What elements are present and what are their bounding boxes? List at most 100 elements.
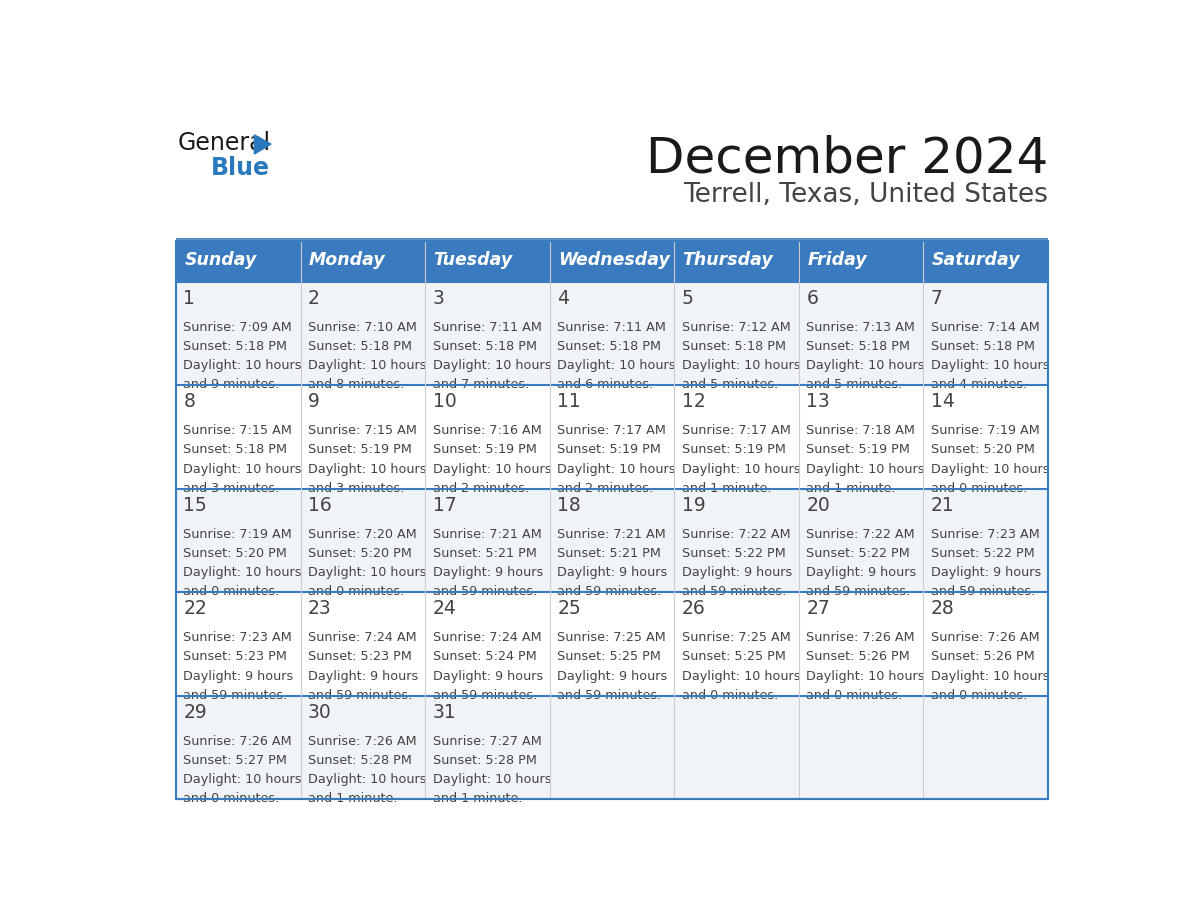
Text: 8: 8 [183, 393, 195, 411]
Text: Sunset: 5:23 PM: Sunset: 5:23 PM [183, 650, 287, 664]
Text: and 1 minute.: and 1 minute. [432, 792, 522, 805]
Text: Sunrise: 7:11 AM: Sunrise: 7:11 AM [432, 320, 542, 334]
Text: and 7 minutes.: and 7 minutes. [432, 378, 529, 391]
Text: Sunrise: 7:17 AM: Sunrise: 7:17 AM [557, 424, 666, 437]
Text: Sunrise: 7:27 AM: Sunrise: 7:27 AM [432, 734, 542, 748]
Text: and 8 minutes.: and 8 minutes. [308, 378, 404, 391]
Text: Daylight: 10 hours: Daylight: 10 hours [807, 463, 924, 476]
Text: Sunset: 5:18 PM: Sunset: 5:18 PM [931, 340, 1035, 353]
Text: Daylight: 10 hours: Daylight: 10 hours [557, 463, 676, 476]
Text: Sunset: 5:19 PM: Sunset: 5:19 PM [308, 443, 412, 456]
Text: 18: 18 [557, 496, 581, 515]
Text: Sunday: Sunday [184, 251, 257, 269]
Text: Sunset: 5:26 PM: Sunset: 5:26 PM [807, 650, 910, 664]
Bar [176, 241, 1048, 282]
Text: Sunrise: 7:24 AM: Sunrise: 7:24 AM [432, 632, 542, 644]
Text: Sunset: 5:20 PM: Sunset: 5:20 PM [183, 547, 287, 560]
Text: Daylight: 10 hours: Daylight: 10 hours [682, 359, 801, 372]
Text: and 1 minute.: and 1 minute. [807, 482, 896, 495]
Text: Sunrise: 7:23 AM: Sunrise: 7:23 AM [183, 632, 292, 644]
Text: Sunset: 5:28 PM: Sunset: 5:28 PM [432, 754, 537, 767]
Text: Sunrise: 7:09 AM: Sunrise: 7:09 AM [183, 320, 292, 334]
Text: 22: 22 [183, 599, 207, 619]
Text: Daylight: 10 hours: Daylight: 10 hours [432, 773, 551, 786]
Text: and 2 minutes.: and 2 minutes. [557, 482, 653, 495]
Text: 27: 27 [807, 599, 830, 619]
Text: 24: 24 [432, 599, 456, 619]
Text: Sunrise: 7:11 AM: Sunrise: 7:11 AM [557, 320, 666, 334]
Text: Tuesday: Tuesday [434, 251, 513, 269]
Text: Daylight: 9 hours: Daylight: 9 hours [308, 669, 418, 683]
Text: Daylight: 10 hours: Daylight: 10 hours [183, 359, 302, 372]
Text: Sunset: 5:18 PM: Sunset: 5:18 PM [432, 340, 537, 353]
Text: and 5 minutes.: and 5 minutes. [682, 378, 778, 391]
Text: Sunset: 5:18 PM: Sunset: 5:18 PM [183, 443, 287, 456]
Text: Terrell, Texas, United States: Terrell, Texas, United States [683, 183, 1048, 208]
Text: and 59 minutes.: and 59 minutes. [557, 688, 662, 701]
Text: Sunset: 5:18 PM: Sunset: 5:18 PM [183, 340, 287, 353]
Text: Sunrise: 7:24 AM: Sunrise: 7:24 AM [308, 632, 417, 644]
Text: Daylight: 10 hours: Daylight: 10 hours [682, 463, 801, 476]
Text: and 59 minutes.: and 59 minutes. [931, 585, 1035, 599]
Text: Sunrise: 7:19 AM: Sunrise: 7:19 AM [931, 424, 1040, 437]
Text: Daylight: 10 hours: Daylight: 10 hours [308, 773, 426, 786]
Text: and 59 minutes.: and 59 minutes. [308, 688, 412, 701]
Text: Daylight: 10 hours: Daylight: 10 hours [931, 463, 1049, 476]
Text: Daylight: 10 hours: Daylight: 10 hours [807, 669, 924, 683]
Text: and 0 minutes.: and 0 minutes. [183, 792, 279, 805]
Text: and 3 minutes.: and 3 minutes. [308, 482, 404, 495]
Text: Sunrise: 7:10 AM: Sunrise: 7:10 AM [308, 320, 417, 334]
Text: Sunrise: 7:15 AM: Sunrise: 7:15 AM [183, 424, 292, 437]
Bar [176, 592, 1048, 696]
Text: Daylight: 9 hours: Daylight: 9 hours [557, 566, 668, 579]
Text: Sunset: 5:24 PM: Sunset: 5:24 PM [432, 650, 536, 664]
Text: Daylight: 9 hours: Daylight: 9 hours [432, 669, 543, 683]
Text: Daylight: 10 hours: Daylight: 10 hours [931, 669, 1049, 683]
Text: and 1 minute.: and 1 minute. [308, 792, 398, 805]
Text: and 3 minutes.: and 3 minutes. [183, 482, 279, 495]
Bar [176, 696, 1048, 800]
Text: and 59 minutes.: and 59 minutes. [557, 585, 662, 599]
Text: 1: 1 [183, 289, 195, 308]
Text: Sunset: 5:20 PM: Sunset: 5:20 PM [308, 547, 412, 560]
Text: Sunrise: 7:21 AM: Sunrise: 7:21 AM [557, 528, 666, 541]
Text: 12: 12 [682, 393, 706, 411]
Text: Sunrise: 7:18 AM: Sunrise: 7:18 AM [807, 424, 915, 437]
Text: Sunset: 5:22 PM: Sunset: 5:22 PM [682, 547, 785, 560]
Text: 2: 2 [308, 289, 320, 308]
Text: Sunrise: 7:20 AM: Sunrise: 7:20 AM [308, 528, 417, 541]
Text: Daylight: 10 hours: Daylight: 10 hours [682, 669, 801, 683]
Text: and 0 minutes.: and 0 minutes. [931, 482, 1028, 495]
Text: Daylight: 10 hours: Daylight: 10 hours [432, 359, 551, 372]
Text: Daylight: 9 hours: Daylight: 9 hours [432, 566, 543, 579]
Text: 11: 11 [557, 393, 581, 411]
Text: and 6 minutes.: and 6 minutes. [557, 378, 653, 391]
Text: 9: 9 [308, 393, 320, 411]
Text: Sunset: 5:22 PM: Sunset: 5:22 PM [807, 547, 910, 560]
Text: Daylight: 10 hours: Daylight: 10 hours [931, 359, 1049, 372]
Text: Daylight: 10 hours: Daylight: 10 hours [308, 359, 426, 372]
Text: Sunset: 5:23 PM: Sunset: 5:23 PM [308, 650, 412, 664]
Text: 10: 10 [432, 393, 456, 411]
Text: Sunrise: 7:22 AM: Sunrise: 7:22 AM [807, 528, 915, 541]
Text: Wednesday: Wednesday [558, 251, 670, 269]
Text: 29: 29 [183, 703, 207, 722]
Text: 23: 23 [308, 599, 331, 619]
Text: 17: 17 [432, 496, 456, 515]
Text: Sunset: 5:18 PM: Sunset: 5:18 PM [308, 340, 412, 353]
Text: Sunset: 5:25 PM: Sunset: 5:25 PM [682, 650, 785, 664]
Text: 13: 13 [807, 393, 830, 411]
Text: Sunrise: 7:16 AM: Sunrise: 7:16 AM [432, 424, 542, 437]
Text: Daylight: 10 hours: Daylight: 10 hours [807, 359, 924, 372]
Text: 21: 21 [931, 496, 955, 515]
Polygon shape [254, 135, 271, 154]
Text: 26: 26 [682, 599, 706, 619]
Text: 31: 31 [432, 703, 456, 722]
Text: 20: 20 [807, 496, 830, 515]
Text: 14: 14 [931, 393, 955, 411]
Text: Sunrise: 7:25 AM: Sunrise: 7:25 AM [682, 632, 790, 644]
Text: Sunrise: 7:19 AM: Sunrise: 7:19 AM [183, 528, 292, 541]
Text: Daylight: 10 hours: Daylight: 10 hours [183, 773, 302, 786]
Text: Saturday: Saturday [931, 251, 1020, 269]
Text: Daylight: 9 hours: Daylight: 9 hours [183, 669, 293, 683]
